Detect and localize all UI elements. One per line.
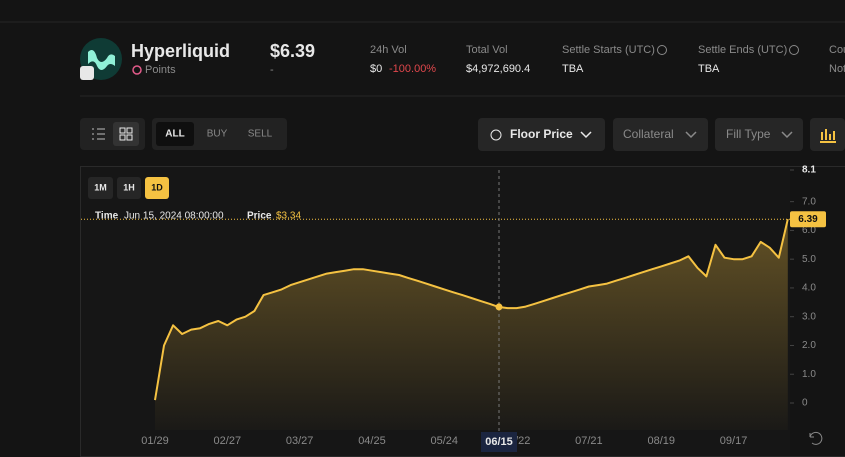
info-icon[interactable] bbox=[657, 45, 667, 55]
stat-value: TBA bbox=[698, 63, 720, 75]
x-tick-label: 03/27 bbox=[286, 435, 314, 447]
y-tick-label: 0 bbox=[802, 398, 808, 409]
y-tick-label: 7.0 bbox=[802, 196, 816, 207]
grid-view-button[interactable] bbox=[113, 122, 139, 146]
y-tick-label: 3.0 bbox=[802, 311, 816, 322]
stat-change: -100.00% bbox=[389, 63, 436, 75]
crosshair-date: 06/15 bbox=[485, 436, 513, 448]
logo-mark bbox=[88, 50, 115, 70]
tab[interactable]: ALL bbox=[165, 129, 184, 140]
chain-badge bbox=[80, 66, 94, 80]
y-tick-label: 1.0 bbox=[802, 369, 816, 380]
x-tick-label: 05/24 bbox=[431, 435, 459, 447]
price-line bbox=[154, 218, 789, 401]
price: $6.39 bbox=[270, 41, 315, 61]
x-tick-label: 09/17 bbox=[720, 435, 748, 447]
crosshair-price-label: Price bbox=[247, 211, 272, 222]
project-tag: Points bbox=[145, 64, 176, 76]
chart-icon bbox=[820, 129, 836, 143]
dropdown-label[interactable]: Fill Type bbox=[726, 127, 771, 141]
dropdown[interactable] bbox=[478, 118, 605, 151]
crosshair-price: $3.34 bbox=[276, 211, 301, 222]
interval-button-active[interactable] bbox=[145, 177, 169, 199]
stat-label: Settle Starts (UTC) bbox=[562, 44, 655, 56]
y-tick-label: 2.0 bbox=[802, 340, 816, 351]
dropdown[interactable] bbox=[613, 118, 708, 151]
chevron bbox=[580, 131, 592, 139]
x-tick-label: 08/19 bbox=[647, 435, 675, 447]
chevron bbox=[685, 131, 697, 139]
points-icon bbox=[132, 65, 142, 75]
last-price-label: 6.39 bbox=[798, 214, 818, 225]
stat-label: 24h Vol bbox=[370, 44, 407, 56]
x-tick-label: 04/25 bbox=[358, 435, 386, 447]
chevron bbox=[781, 131, 793, 139]
y-tick-label: 6.0 bbox=[802, 225, 816, 236]
interval-label[interactable]: 1M bbox=[94, 182, 107, 192]
tab[interactable]: BUY bbox=[207, 129, 228, 140]
info-icon[interactable] bbox=[789, 45, 799, 55]
y-tick-label: 8.1 bbox=[802, 165, 816, 176]
dropdown[interactable] bbox=[715, 118, 803, 151]
project-name: Hyperliquid bbox=[131, 41, 230, 61]
stat-value: $0 bbox=[370, 63, 382, 75]
crosshair-point bbox=[495, 303, 503, 311]
x-tick-label: 01/29 bbox=[141, 435, 169, 447]
interval-label[interactable]: 1H bbox=[123, 182, 135, 192]
stat-value: Not bbox=[829, 63, 845, 75]
x-tick-label: 07/21 bbox=[575, 435, 603, 447]
crosshair-time: Jun 15, 2024 08:00:00 bbox=[124, 211, 224, 222]
stat-label: Settle Ends (UTC) bbox=[698, 44, 787, 56]
y-axis-strip bbox=[790, 167, 845, 456]
y-tick-label: 4.0 bbox=[802, 283, 816, 294]
stat-label: Cou bbox=[829, 44, 845, 56]
y-tick-label: 5.0 bbox=[802, 254, 816, 265]
interval-label[interactable]: 1D bbox=[151, 182, 163, 192]
dropdown-label[interactable]: Floor Price bbox=[510, 127, 573, 141]
stat-value: $4,972,690.4 bbox=[466, 63, 530, 75]
refresh-icon[interactable] bbox=[809, 431, 823, 445]
crosshair-date-tag bbox=[481, 432, 517, 452]
tab-active[interactable] bbox=[156, 122, 194, 146]
tab[interactable]: SELL bbox=[248, 129, 273, 140]
dropdown-label[interactable]: Collateral bbox=[623, 127, 674, 141]
list-icon[interactable] bbox=[92, 128, 105, 140]
price-area bbox=[155, 219, 788, 430]
stat-label: Total Vol bbox=[466, 44, 508, 56]
last-price-tag bbox=[790, 211, 826, 228]
dollar-icon bbox=[490, 129, 502, 141]
interval-button[interactable] bbox=[117, 177, 141, 199]
crosshair-time-label: Time bbox=[95, 211, 119, 222]
grid-icon[interactable] bbox=[119, 127, 133, 141]
stat-value: TBA bbox=[562, 63, 584, 75]
chart-type-button[interactable] bbox=[810, 118, 845, 151]
x-tick-label: 02/27 bbox=[214, 435, 242, 447]
price-change: - bbox=[270, 64, 274, 76]
interval-button[interactable] bbox=[88, 177, 113, 199]
